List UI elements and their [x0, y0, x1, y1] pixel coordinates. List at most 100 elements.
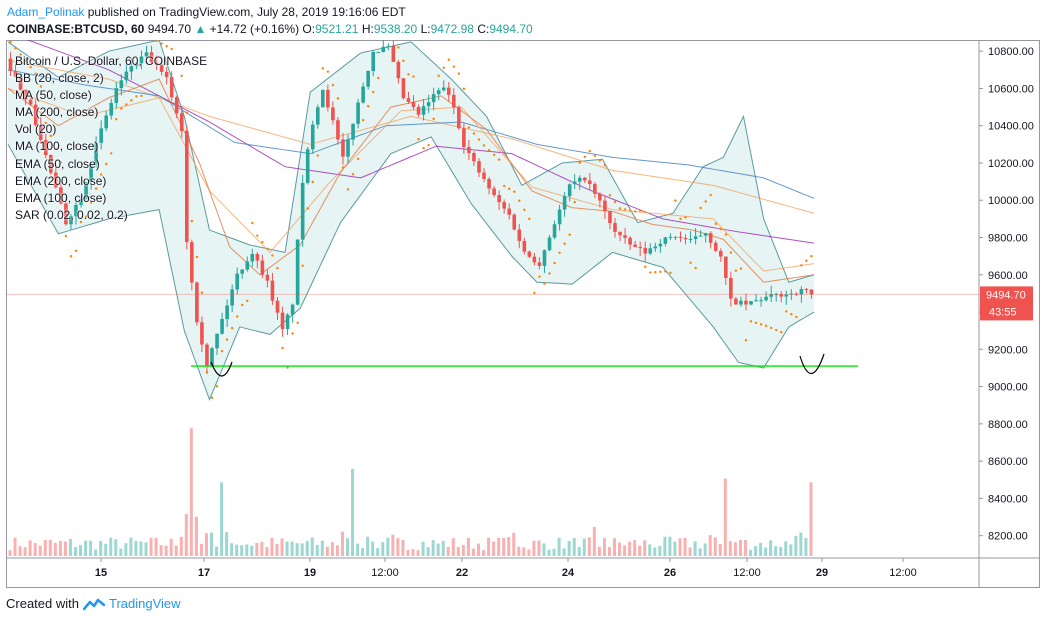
tradingview-brand-link[interactable]: TradingView: [108, 596, 181, 611]
sar-dot: [220, 349, 224, 353]
sar-dot: [175, 61, 178, 64]
close-value: 9494.70: [489, 22, 533, 36]
volume-bar: [774, 546, 778, 556]
sar-dot: [170, 47, 173, 51]
drawings[interactable]: [191, 353, 858, 377]
volume-bar: [476, 543, 480, 556]
volume-bar: [512, 532, 516, 556]
sar-dot: [538, 275, 541, 278]
candle-body: [673, 236, 678, 238]
sar-dot: [573, 200, 576, 204]
legend-vol[interactable]: Vol (20): [15, 122, 57, 137]
legend-bb[interactable]: BB (20, close, 2): [15, 71, 104, 86]
candle-body: [336, 120, 340, 140]
candles[interactable]: [8, 40, 814, 374]
sar-dot: [361, 118, 365, 122]
volume-bar: [43, 539, 47, 556]
candle-body: [582, 177, 587, 181]
volume-bar: [154, 537, 158, 556]
volume-bar: [28, 540, 32, 556]
candle-body: [789, 293, 794, 295]
volume-bar: [215, 546, 219, 556]
sar-dot: [810, 254, 813, 258]
time-tick-label: 26: [664, 567, 676, 579]
sar-dot: [105, 162, 108, 166]
volume-bar: [346, 538, 350, 556]
volume-bar: [537, 540, 541, 556]
volume-bar: [552, 548, 556, 556]
sar-dot: [563, 242, 566, 245]
candle-body: [361, 86, 365, 103]
legend-ema200[interactable]: EMA (200, close): [15, 173, 107, 188]
sar-dot: [608, 194, 612, 197]
time-tick-label: 15: [95, 567, 107, 579]
volume-bar: [743, 540, 747, 556]
legend-ma100[interactable]: MA (100, close): [15, 139, 99, 154]
candle-body: [754, 300, 758, 302]
volume-bar: [663, 536, 667, 556]
volume-bar: [199, 543, 203, 556]
candle-body: [633, 244, 637, 248]
candle-body: [295, 239, 300, 305]
candle-body: [326, 89, 330, 108]
sar-dot: [276, 266, 279, 270]
volume-bar: [789, 544, 793, 556]
volume-bar: [441, 540, 445, 556]
last-price-box: [980, 286, 1033, 321]
sar-dot: [64, 234, 68, 238]
volume-bar: [280, 538, 284, 556]
legend-sar[interactable]: SAR (0.02, 0.02, 0.2): [15, 207, 128, 222]
legend-ema100[interactable]: EMA (100, close): [15, 190, 107, 205]
candle-body: [104, 115, 109, 129]
sar-dot: [94, 187, 98, 190]
sar-dot: [452, 65, 455, 68]
candle-body: [482, 172, 486, 179]
volume-bar: [194, 516, 198, 556]
volume-bar: [749, 549, 753, 556]
volume-bar: [446, 546, 450, 556]
candle-body: [713, 242, 718, 251]
candle-body: [603, 200, 607, 212]
volume-bar: [149, 537, 153, 556]
sar-dot: [195, 255, 199, 259]
sar-dot: [457, 72, 461, 75]
candle-body: [472, 152, 476, 162]
candle-body: [366, 70, 370, 87]
candle-body: [200, 322, 204, 345]
volume-bar: [275, 543, 279, 556]
volume-bars: [8, 428, 813, 556]
sar-dot: [316, 154, 319, 157]
volume-bar: [235, 544, 239, 556]
volume-bar: [597, 546, 601, 556]
volume-bar: [361, 548, 365, 556]
volume-bar: [220, 482, 224, 556]
author-link[interactable]: Adam_Polinak: [7, 5, 85, 19]
legend-ma50[interactable]: MA (50, close): [15, 88, 92, 103]
candle-body: [658, 243, 663, 247]
legend-main-series[interactable]: Bitcoin / U.S. Dollar, 60, COINBASE: [15, 54, 208, 68]
bottom-curve-right: [799, 353, 825, 375]
volume-bar: [436, 543, 440, 556]
candle-body: [693, 236, 698, 240]
sar-dot: [553, 261, 556, 265]
volume-bar: [587, 537, 591, 556]
volume-bar: [794, 536, 798, 556]
sar-dot: [764, 324, 768, 328]
candle-body: [779, 294, 784, 297]
price-chart[interactable]: 8200.00 8400.00 8600.00 8800.00 9000.00 9200.…: [6, 40, 1040, 588]
candle-body: [431, 94, 436, 103]
high-label: H:: [361, 22, 374, 36]
sar-dot: [679, 217, 682, 221]
legend-ema50[interactable]: EMA (50, close): [15, 156, 100, 171]
time-axis[interactable]: 15 17 19 12:00 22 24 26 12:00 29 12:00: [95, 558, 917, 579]
legend-ma200[interactable]: MA (200, close): [15, 105, 99, 120]
candle-body: [351, 123, 355, 140]
sar-dot: [674, 199, 677, 202]
sar-dot: [447, 58, 450, 61]
candle-body: [426, 102, 431, 107]
candle-body: [648, 248, 653, 254]
sar-dot: [49, 134, 52, 138]
sar-dot: [225, 338, 229, 341]
volume-bar: [733, 542, 737, 556]
volume-bar: [471, 548, 475, 556]
